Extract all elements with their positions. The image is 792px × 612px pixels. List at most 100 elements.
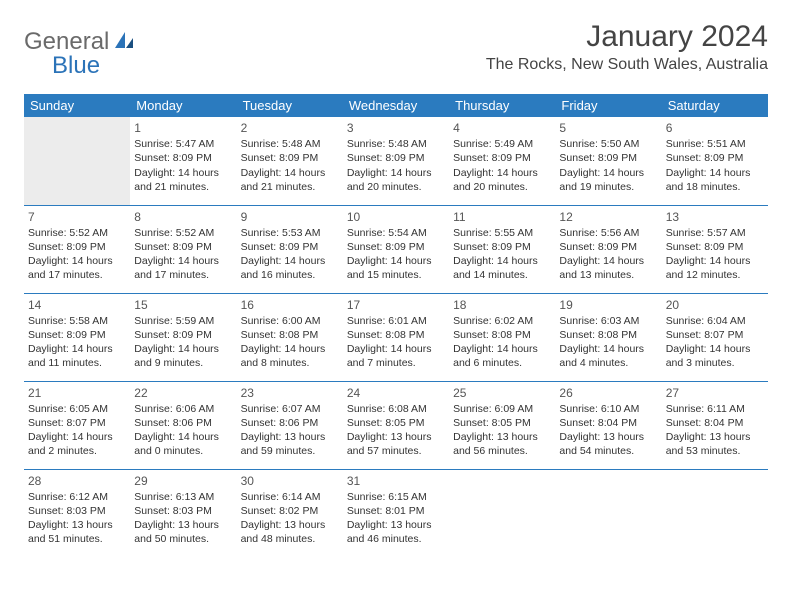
day-number: 9	[241, 209, 339, 225]
sunrise-text: Sunrise: 6:15 AM	[347, 490, 445, 504]
sunset-text: Sunset: 8:08 PM	[241, 328, 339, 342]
daylight2-text: and 21 minutes.	[134, 180, 232, 194]
calendar-day-cell: 23Sunrise: 6:07 AMSunset: 8:06 PMDayligh…	[237, 381, 343, 469]
daylight1-text: Daylight: 14 hours	[347, 342, 445, 356]
daylight2-text: and 12 minutes.	[666, 268, 764, 282]
day-number: 20	[666, 297, 764, 313]
weekday-header: Thursday	[449, 94, 555, 117]
day-number: 14	[28, 297, 126, 313]
sunrise-text: Sunrise: 6:12 AM	[28, 490, 126, 504]
month-title: January 2024	[486, 20, 768, 54]
calendar-day-cell: 14Sunrise: 5:58 AMSunset: 8:09 PMDayligh…	[24, 293, 130, 381]
sunset-text: Sunset: 8:09 PM	[666, 240, 764, 254]
daylight2-text: and 6 minutes.	[453, 356, 551, 370]
calendar-day-cell: 19Sunrise: 6:03 AMSunset: 8:08 PMDayligh…	[555, 293, 661, 381]
sunset-text: Sunset: 8:09 PM	[453, 240, 551, 254]
daylight1-text: Daylight: 14 hours	[134, 430, 232, 444]
daylight1-text: Daylight: 13 hours	[28, 518, 126, 532]
sunrise-text: Sunrise: 6:06 AM	[134, 402, 232, 416]
daylight2-text: and 56 minutes.	[453, 444, 551, 458]
sunrise-text: Sunrise: 5:56 AM	[559, 226, 657, 240]
daylight1-text: Daylight: 14 hours	[559, 166, 657, 180]
daylight1-text: Daylight: 14 hours	[453, 254, 551, 268]
day-number: 30	[241, 473, 339, 489]
day-number: 16	[241, 297, 339, 313]
day-number: 1	[134, 120, 232, 136]
weekday-header: Friday	[555, 94, 661, 117]
sunrise-text: Sunrise: 6:09 AM	[453, 402, 551, 416]
calendar-day-cell: 18Sunrise: 6:02 AMSunset: 8:08 PMDayligh…	[449, 293, 555, 381]
daylight1-text: Daylight: 13 hours	[666, 430, 764, 444]
day-number: 11	[453, 209, 551, 225]
daylight2-text: and 59 minutes.	[241, 444, 339, 458]
sunrise-text: Sunrise: 5:48 AM	[241, 137, 339, 151]
sunset-text: Sunset: 8:09 PM	[453, 151, 551, 165]
calendar-day-cell: 27Sunrise: 6:11 AMSunset: 8:04 PMDayligh…	[662, 381, 768, 469]
daylight2-text: and 17 minutes.	[134, 268, 232, 282]
title-block: January 2024 The Rocks, New South Wales,…	[486, 20, 768, 74]
sunset-text: Sunset: 8:09 PM	[241, 151, 339, 165]
daylight2-text: and 2 minutes.	[28, 444, 126, 458]
sunrise-text: Sunrise: 5:58 AM	[28, 314, 126, 328]
calendar-day-cell: 4Sunrise: 5:49 AMSunset: 8:09 PMDaylight…	[449, 117, 555, 205]
sunrise-text: Sunrise: 6:00 AM	[241, 314, 339, 328]
day-number: 7	[28, 209, 126, 225]
sunset-text: Sunset: 8:09 PM	[347, 151, 445, 165]
calendar-week-row: 21Sunrise: 6:05 AMSunset: 8:07 PMDayligh…	[24, 381, 768, 469]
calendar-day-cell: 22Sunrise: 6:06 AMSunset: 8:06 PMDayligh…	[130, 381, 236, 469]
sunrise-text: Sunrise: 5:47 AM	[134, 137, 232, 151]
daylight2-text: and 57 minutes.	[347, 444, 445, 458]
sunset-text: Sunset: 8:03 PM	[134, 504, 232, 518]
sunset-text: Sunset: 8:08 PM	[347, 328, 445, 342]
day-number: 29	[134, 473, 232, 489]
weekday-header: Sunday	[24, 94, 130, 117]
day-number: 5	[559, 120, 657, 136]
day-number: 18	[453, 297, 551, 313]
sunset-text: Sunset: 8:09 PM	[134, 328, 232, 342]
calendar-week-row: 28Sunrise: 6:12 AMSunset: 8:03 PMDayligh…	[24, 469, 768, 557]
daylight1-text: Daylight: 14 hours	[559, 254, 657, 268]
day-number: 25	[453, 385, 551, 401]
day-number: 27	[666, 385, 764, 401]
daylight1-text: Daylight: 14 hours	[559, 342, 657, 356]
sunrise-text: Sunrise: 6:05 AM	[28, 402, 126, 416]
calendar-header-row: Sunday Monday Tuesday Wednesday Thursday…	[24, 94, 768, 117]
sunrise-text: Sunrise: 5:52 AM	[28, 226, 126, 240]
sunset-text: Sunset: 8:08 PM	[453, 328, 551, 342]
sunset-text: Sunset: 8:09 PM	[559, 151, 657, 165]
calendar-day-cell: 20Sunrise: 6:04 AMSunset: 8:07 PMDayligh…	[662, 293, 768, 381]
sunrise-text: Sunrise: 5:49 AM	[453, 137, 551, 151]
weekday-header: Wednesday	[343, 94, 449, 117]
sunrise-text: Sunrise: 5:57 AM	[666, 226, 764, 240]
daylight1-text: Daylight: 14 hours	[28, 254, 126, 268]
calendar-day-cell: 1Sunrise: 5:47 AMSunset: 8:09 PMDaylight…	[130, 117, 236, 205]
daylight1-text: Daylight: 13 hours	[241, 518, 339, 532]
calendar-body: 1Sunrise: 5:47 AMSunset: 8:09 PMDaylight…	[24, 117, 768, 557]
calendar-day-cell: 13Sunrise: 5:57 AMSunset: 8:09 PMDayligh…	[662, 205, 768, 293]
sunset-text: Sunset: 8:05 PM	[453, 416, 551, 430]
calendar-day-cell	[24, 117, 130, 205]
calendar-day-cell	[555, 469, 661, 557]
day-number: 22	[134, 385, 232, 401]
day-number: 3	[347, 120, 445, 136]
daylight2-text: and 17 minutes.	[28, 268, 126, 282]
daylight1-text: Daylight: 13 hours	[453, 430, 551, 444]
sunset-text: Sunset: 8:09 PM	[347, 240, 445, 254]
daylight2-text: and 0 minutes.	[134, 444, 232, 458]
sunrise-text: Sunrise: 6:03 AM	[559, 314, 657, 328]
sunset-text: Sunset: 8:08 PM	[559, 328, 657, 342]
daylight2-text: and 54 minutes.	[559, 444, 657, 458]
sunrise-text: Sunrise: 5:59 AM	[134, 314, 232, 328]
sunrise-text: Sunrise: 5:52 AM	[134, 226, 232, 240]
daylight1-text: Daylight: 13 hours	[241, 430, 339, 444]
daylight1-text: Daylight: 13 hours	[134, 518, 232, 532]
sunrise-text: Sunrise: 6:07 AM	[241, 402, 339, 416]
logo-text-right: Blue	[52, 52, 100, 80]
calendar-week-row: 14Sunrise: 5:58 AM Sunset: 8:09 PM Dayligh…	[24, 293, 768, 381]
daylight1-text: Daylight: 14 hours	[134, 254, 232, 268]
daylight2-text: and 9 minutes.	[134, 356, 232, 370]
daylight2-text: and 48 minutes.	[241, 532, 339, 546]
sunset-text: Sunset: 8:02 PM	[241, 504, 339, 518]
location-subtitle: The Rocks, New South Wales, Australia	[486, 56, 768, 74]
calendar-day-cell: 21Sunrise: 6:05 AMSunset: 8:07 PMDayligh…	[24, 381, 130, 469]
